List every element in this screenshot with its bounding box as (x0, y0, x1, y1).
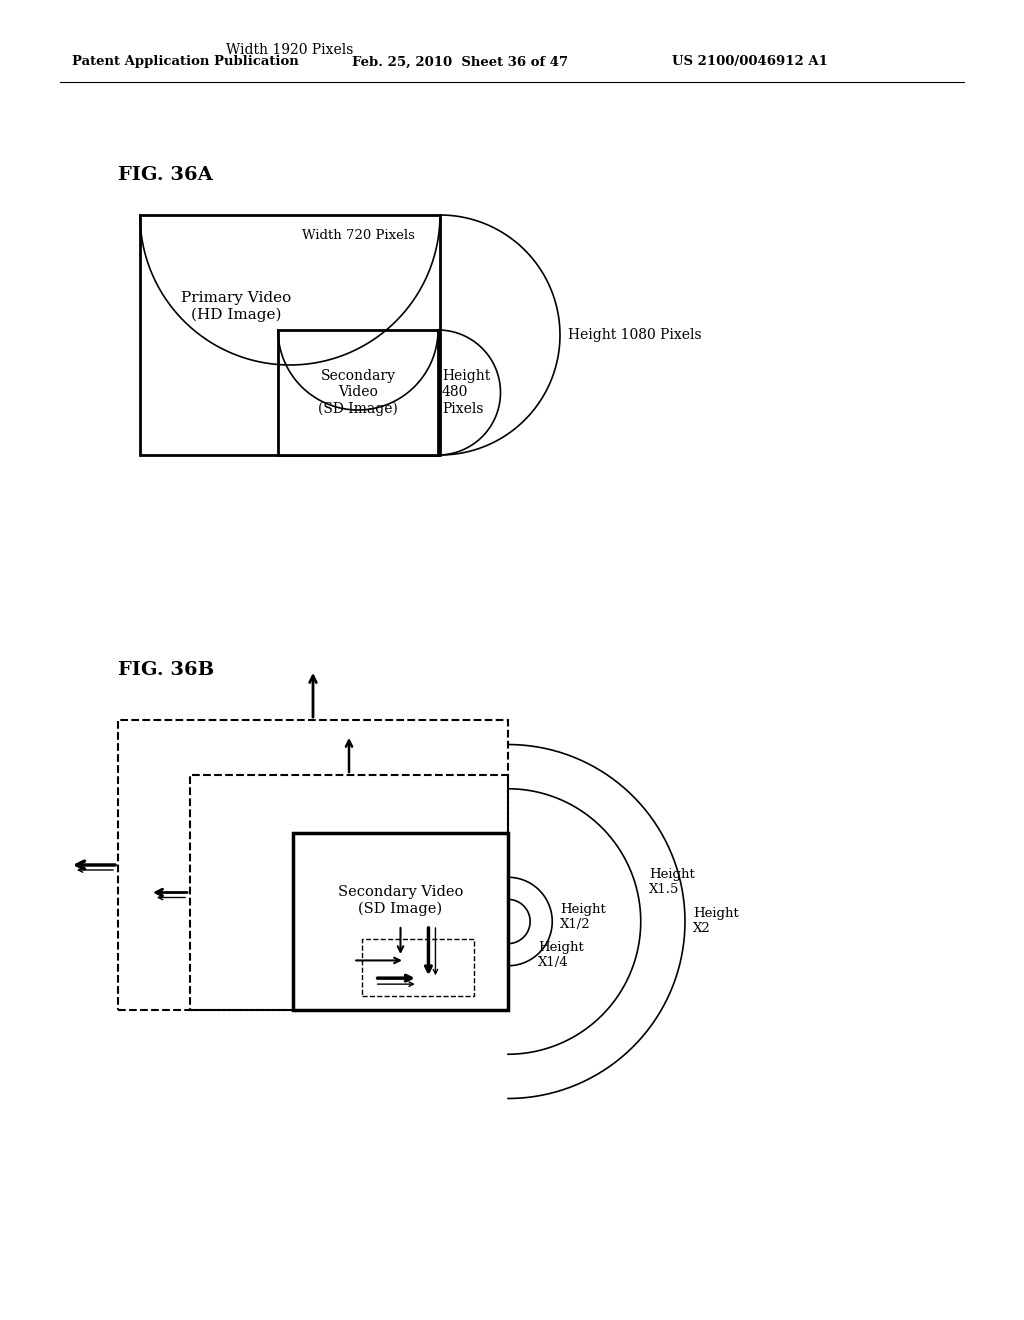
Text: Width 720 Pixels: Width 720 Pixels (301, 228, 415, 242)
Text: FIG. 36B: FIG. 36B (118, 661, 214, 678)
Text: Height
X1/2: Height X1/2 (560, 903, 606, 931)
Text: Height
X1.5: Height X1.5 (649, 867, 694, 896)
Text: Height 1080 Pixels: Height 1080 Pixels (568, 327, 701, 342)
Bar (140, 215, 440, 455)
Text: Height
X1/4: Height X1/4 (539, 941, 584, 969)
Text: Primary Video
(HD Image): Primary Video (HD Image) (181, 290, 291, 322)
Text: Height
480
Pixels: Height 480 Pixels (442, 370, 490, 416)
Text: Patent Application Publication: Patent Application Publication (72, 55, 299, 69)
Text: Secondary Video
(SD Image): Secondary Video (SD Image) (338, 884, 463, 916)
Bar (361, 940, 473, 995)
Bar (293, 833, 508, 1010)
Text: Width 1920 Pixels: Width 1920 Pixels (226, 44, 353, 57)
Text: Feb. 25, 2010  Sheet 36 of 47: Feb. 25, 2010 Sheet 36 of 47 (352, 55, 568, 69)
Text: FIG. 36A: FIG. 36A (118, 166, 213, 183)
Text: US 2100/0046912 A1: US 2100/0046912 A1 (672, 55, 827, 69)
Text: Height
X2: Height X2 (693, 908, 738, 936)
Bar (278, 330, 438, 455)
Text: Secondary
Video
(SD Image): Secondary Video (SD Image) (318, 370, 398, 416)
Bar (118, 719, 508, 1010)
Bar (190, 775, 508, 1010)
